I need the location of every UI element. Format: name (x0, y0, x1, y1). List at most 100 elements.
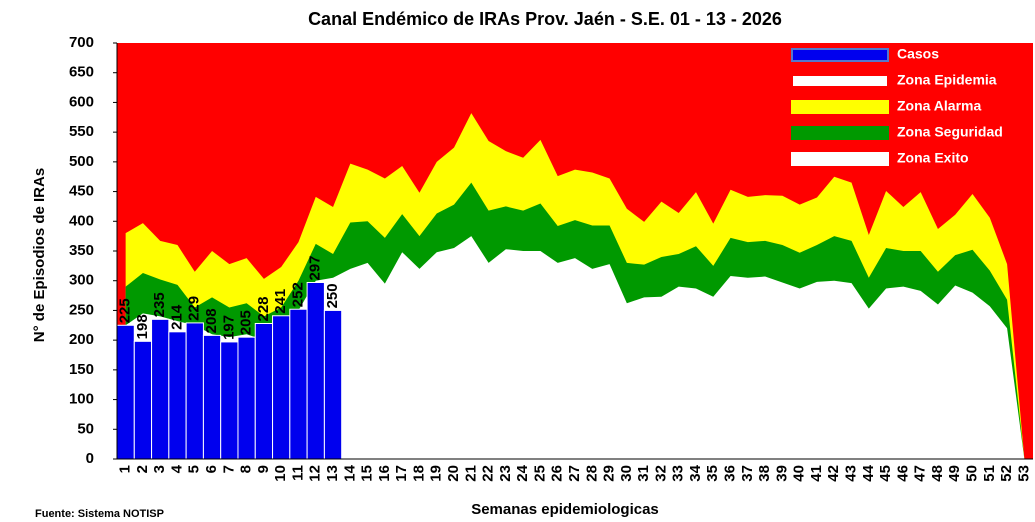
x-tick-label: 52 (998, 465, 1015, 482)
bar (237, 336, 256, 460)
legend-label: Zona Alarma (897, 98, 981, 114)
x-tick-label: 3 (151, 465, 168, 473)
x-tick-label: 27 (566, 465, 583, 482)
bar (202, 334, 222, 460)
x-tick-label: 25 (531, 465, 548, 482)
legend-label: Casos (897, 46, 939, 62)
data-label: 297 (307, 255, 324, 280)
data-label: 208 (203, 308, 220, 333)
x-tick-label: 18 (410, 465, 427, 482)
x-tick-label: 20 (445, 465, 462, 482)
x-tick-label: 15 (359, 465, 376, 482)
x-tick-label: 36 (722, 465, 739, 482)
source: Fuente: Sistema NOTISP (35, 508, 164, 517)
legend-label: Zona Epidemia (897, 72, 997, 88)
bar (254, 323, 274, 460)
y-tick-label: 50 (77, 420, 94, 437)
x-tick-label: 50 (963, 465, 980, 482)
x-tick-label: 26 (549, 465, 566, 482)
y-tick-label: 300 (69, 272, 94, 289)
legend-label: Zona Seguridad (897, 124, 1003, 140)
y-tick-label: 550 (69, 123, 94, 140)
bar (185, 322, 204, 460)
y-tick-label: 0 (86, 450, 94, 467)
bar (168, 331, 187, 460)
legend-swatch (791, 48, 889, 62)
bar (289, 308, 308, 460)
data-label: 197 (220, 315, 237, 340)
x-tick-label: 1 (117, 465, 134, 473)
x-tick-label: 19 (428, 465, 445, 482)
x-tick-label: 5 (186, 465, 203, 473)
data-label: 228 (255, 296, 272, 321)
x-tick-label: 53 (1015, 465, 1032, 482)
data-label: 205 (238, 310, 255, 335)
data-label: 229 (186, 296, 203, 321)
x-tick-label: 41 (808, 465, 825, 482)
x-tick-label: 46 (894, 465, 911, 482)
y-tick-label: 650 (69, 64, 94, 81)
x-tick-label: 48 (929, 465, 946, 482)
y-tick-label: 150 (69, 361, 94, 378)
area (125, 236, 1025, 459)
legend-swatch (791, 74, 889, 88)
bar (306, 281, 325, 460)
x-tick-label: 33 (670, 465, 687, 482)
x-tick-label: 39 (773, 465, 790, 482)
x-tick-label: 21 (462, 465, 479, 482)
x-tick-label: 37 (739, 465, 756, 482)
y-tick-label: 600 (69, 93, 94, 110)
x-tick-label: 22 (480, 465, 497, 482)
data-label: 241 (272, 289, 289, 314)
x-tick-label: 10 (272, 465, 289, 482)
chart-title: Canal Endémico de IRAs Prov. Jaén - S.E.… (308, 9, 782, 29)
data-label: 198 (134, 314, 151, 339)
x-tick-label: 38 (756, 465, 773, 482)
data-label: 252 (289, 282, 306, 307)
y-tick-label: 700 (69, 34, 94, 51)
x-tick-label: 51 (981, 465, 998, 482)
bar (220, 341, 239, 460)
x-tick-label: 34 (687, 464, 704, 481)
x-tick-label: 9 (255, 465, 272, 473)
y-tick-label: 400 (69, 212, 94, 229)
data-label: 250 (324, 283, 341, 308)
y-tick-label: 100 (69, 391, 94, 408)
data-label: 225 (117, 298, 134, 323)
x-tick-label: 42 (825, 465, 842, 482)
x-tick-label: 29 (601, 465, 618, 482)
x-tick-label: 16 (376, 465, 393, 482)
x-tick-label: 14 (341, 464, 358, 481)
x-tick-label: 4 (168, 464, 185, 473)
y-tick-label: 500 (69, 153, 94, 170)
bar (151, 318, 170, 460)
bar (133, 340, 153, 460)
x-tick-label: 17 (393, 465, 410, 482)
data-label: 214 (168, 304, 185, 330)
legend-swatch (791, 100, 889, 114)
y-tick-label: 350 (69, 242, 94, 259)
x-axis-label: Semanas epidemiologicas (471, 501, 659, 517)
data-label: 235 (151, 292, 168, 317)
x-tick-label: 13 (324, 465, 341, 482)
x-tick-label: 30 (618, 465, 635, 482)
x-tick-label: 45 (877, 465, 894, 482)
x-tick-label: 7 (220, 465, 237, 473)
x-tick-label: 11 (289, 465, 306, 481)
x-tick-label: 49 (946, 465, 963, 482)
x-tick-label: 28 (583, 465, 600, 482)
y-axis-label: N° de Episodios de IRAs (31, 168, 48, 342)
x-tick-label: 35 (704, 465, 721, 482)
bar (272, 315, 291, 460)
x-tick-label: 2 (134, 465, 151, 473)
x-tick-label: 32 (652, 465, 669, 482)
x-tick-label: 12 (307, 465, 324, 482)
x-tick-label: 47 (912, 465, 929, 482)
bar (323, 309, 343, 460)
x-tick-label: 6 (203, 465, 220, 473)
x-tick-label: 24 (514, 464, 531, 481)
x-tick-label: 8 (238, 465, 255, 473)
legend-swatch (791, 152, 889, 166)
x-tick-label: 23 (497, 465, 514, 482)
